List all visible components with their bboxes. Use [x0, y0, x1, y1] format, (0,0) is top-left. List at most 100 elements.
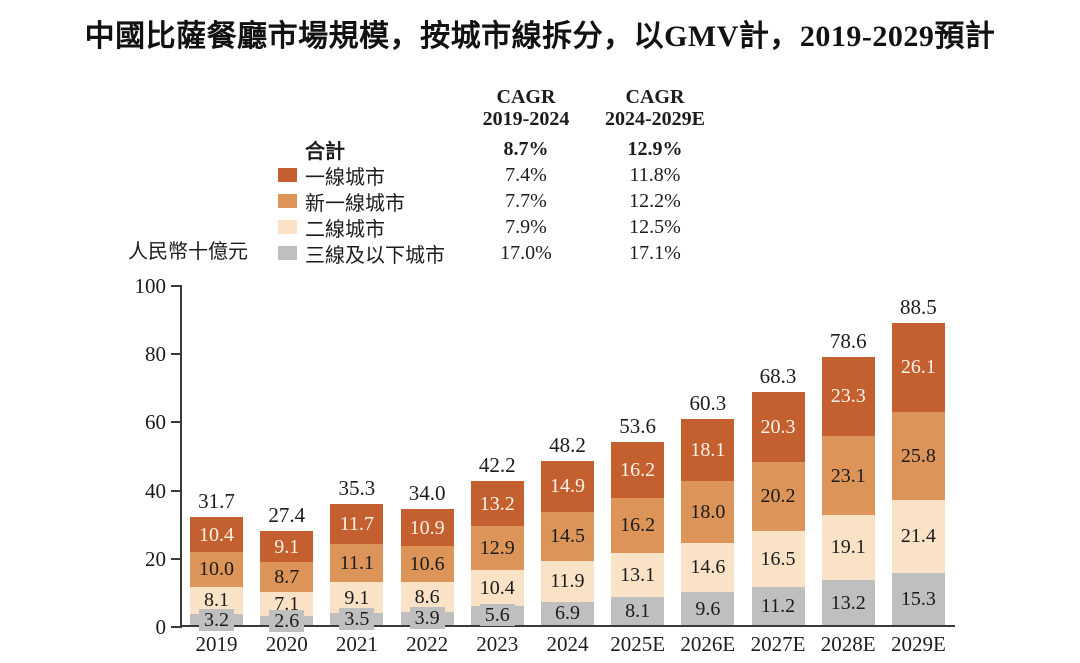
- bar-segment: 23.3: [821, 356, 875, 437]
- bar-segment-value-label: 16.2: [620, 514, 656, 537]
- bar-total-label: 68.3: [759, 364, 797, 389]
- bar-segment-value-label: 3.2: [199, 608, 234, 631]
- bar-segment-value-label: 14.6: [690, 556, 726, 579]
- y-axis-tick: [171, 421, 182, 424]
- bar-segment-value-label: 12.9: [479, 537, 515, 560]
- legend-row-2: 新一線城市 7.7% 12.2%: [278, 188, 723, 215]
- bar-total-label: 53.6: [619, 414, 656, 439]
- cagr-2024-2029e-value: 12.9%: [627, 137, 683, 160]
- chart-title: 中國比薩餐廳市場規模，按城市線拆分，以GMV計，2019-2029預計: [84, 20, 996, 53]
- bar-2025E: 53.6 16.2 16.2 13.1 8.1 2025E: [610, 414, 665, 656]
- x-axis-category-label: 2028E: [820, 632, 876, 656]
- bar-segment: 16.2: [611, 497, 665, 553]
- y-axis-tick: [171, 489, 182, 492]
- cagr-2024-2029e-value: 12.2%: [629, 189, 681, 212]
- bar-segment-value-label: 10.9: [409, 516, 445, 539]
- bar-segment: 2.6: [260, 609, 314, 632]
- y-axis-tick-label: 100: [134, 274, 167, 298]
- bar-segment: 8.6: [400, 582, 454, 612]
- cagr-column-header-2019-2024: CAGR 2019-2024: [465, 86, 587, 130]
- bar-2024: 48.2 14.9 14.5 11.9 6.9 2024: [540, 433, 594, 656]
- bar-segment: 8.7: [260, 562, 314, 592]
- bar-segment-value-label: 5.6: [479, 604, 515, 627]
- bar-segment: 9.1: [260, 531, 314, 563]
- bar-2026E: 60.3 18.1 18.0 14.6 9.6 2026E: [680, 391, 735, 656]
- legend-color-swatch: [278, 220, 297, 234]
- bar-segment-value-label: 14.9: [549, 475, 585, 498]
- bar-total-label: 60.3: [689, 391, 727, 416]
- bar-segment-value-label: 10.4: [199, 523, 234, 546]
- bar-2022: 34.0 10.9 10.6 8.6 3.9 2022: [400, 481, 454, 656]
- legend-swatch-cell: [278, 168, 305, 182]
- bar-segment-value-label: 21.4: [900, 525, 936, 548]
- bar-segment: 26.1: [891, 322, 945, 412]
- legend-color-swatch: [278, 194, 297, 208]
- bar-segment: 5.6: [470, 604, 524, 627]
- bar-segment-value-label: 16.2: [620, 458, 656, 481]
- bars-container: 31.7 10.4 10.0 8.1 3.2 2019 27.4 9.1 8.7 7.1 2.6 20…: [182, 286, 955, 656]
- bar-segment-value-label: 18.1: [690, 439, 726, 462]
- bar-segment-value-label: 11.7: [339, 513, 374, 536]
- bar-total-label: 78.6: [829, 328, 867, 353]
- bar-segment-value-label: 7.1: [274, 593, 300, 616]
- y-axis-tick-label: 60: [145, 410, 166, 435]
- bar-segment-value-label: 25.8: [900, 444, 936, 467]
- legend-label: 一線城市: [305, 166, 385, 189]
- bar-segment-value-label: 11.9: [550, 570, 585, 593]
- legend-label: 合計: [305, 140, 345, 163]
- bar-segment-value-label: 15.3: [895, 587, 941, 610]
- bar-total-label: 34.0: [408, 481, 446, 506]
- bar-segment-value-label: 13.1: [620, 564, 656, 587]
- bar-segment-value-label: 26.1: [900, 356, 936, 379]
- y-axis-tick-label: 80: [145, 342, 166, 367]
- bar-segment-value-label: 3.9: [409, 607, 445, 630]
- bar-segment: 3.5: [330, 608, 384, 631]
- bar-total-label: 42.2: [478, 453, 516, 478]
- cagr-2024-2029e-value: 17.1%: [629, 241, 681, 264]
- bar-segment: 3.9: [400, 607, 454, 630]
- bar-segment: 15.3: [891, 572, 945, 625]
- legend-color-swatch: [278, 246, 297, 260]
- x-axis-category-label: 2023: [476, 632, 519, 656]
- bar-segment: 11.9: [540, 560, 594, 602]
- cagr-column-header-2024-2029e: CAGR 2024-2029E: [587, 86, 723, 130]
- cagr-2019-2024-value: 7.4%: [505, 163, 547, 186]
- cagr-header-line2: 2019-2024: [482, 108, 570, 130]
- y-axis-tick-label: 20: [145, 546, 166, 571]
- bar-segment: 25.8: [891, 411, 945, 500]
- bar-segment: 14.9: [540, 460, 594, 512]
- x-axis-category-label: 2022: [406, 632, 449, 656]
- bar-segment: 18.0: [681, 481, 735, 543]
- bar-segment-value-label: 8.7: [274, 566, 300, 589]
- bar-2020: 27.4 9.1 8.7 7.1 2.6 2020: [260, 503, 314, 656]
- cagr-header-line1: CAGR: [625, 86, 685, 108]
- bar-2028E: 78.6 23.3 23.1 19.1 13.2 2028E: [821, 329, 876, 656]
- bar-segment-value-label: 16.5: [760, 547, 796, 570]
- bar-segment-value-label: 11.1: [339, 552, 374, 575]
- legend-swatch-cell: [278, 194, 305, 208]
- bar-segment-value-label: 6.9: [549, 602, 585, 625]
- bar-segment: 9.1: [330, 582, 384, 614]
- bar-total-label: 35.3: [338, 476, 376, 501]
- legend-label: 二線城市: [305, 218, 385, 241]
- bar-segment: 20.2: [751, 461, 805, 531]
- bar-total-label: 27.4: [268, 503, 306, 528]
- bar-segment: 21.4: [891, 499, 945, 573]
- bar-segment: 3.2: [190, 608, 243, 631]
- cagr-2019-2024-value: 7.9%: [505, 215, 547, 238]
- plot-area: 0 20 40 60 80 100 31.7 10.4 10.0 8.1 3.2 2019 27.4 9…: [135, 274, 955, 656]
- bar-segment: 11.7: [330, 504, 384, 545]
- bar-segment-value-label: 18.0: [690, 500, 726, 523]
- bar-segment-value-label: 10.6: [409, 553, 445, 576]
- bar-segment-value-label: 8.1: [204, 589, 229, 612]
- cagr-2019-2024-value: 17.0%: [500, 241, 552, 264]
- bar-segment: 13.2: [821, 580, 875, 625]
- legend-label: 新一線城市: [305, 192, 405, 215]
- bar-total-label: 31.7: [198, 488, 235, 513]
- y-axis-tick: [171, 353, 182, 356]
- legend-header: CAGR 2019-2024 CAGR 2024-2029E: [465, 86, 723, 130]
- bar-segment-value-label: 8.6: [414, 586, 440, 609]
- bar-segment-value-label: 11.2: [755, 594, 801, 617]
- y-axis-tick-label: 0: [155, 615, 167, 639]
